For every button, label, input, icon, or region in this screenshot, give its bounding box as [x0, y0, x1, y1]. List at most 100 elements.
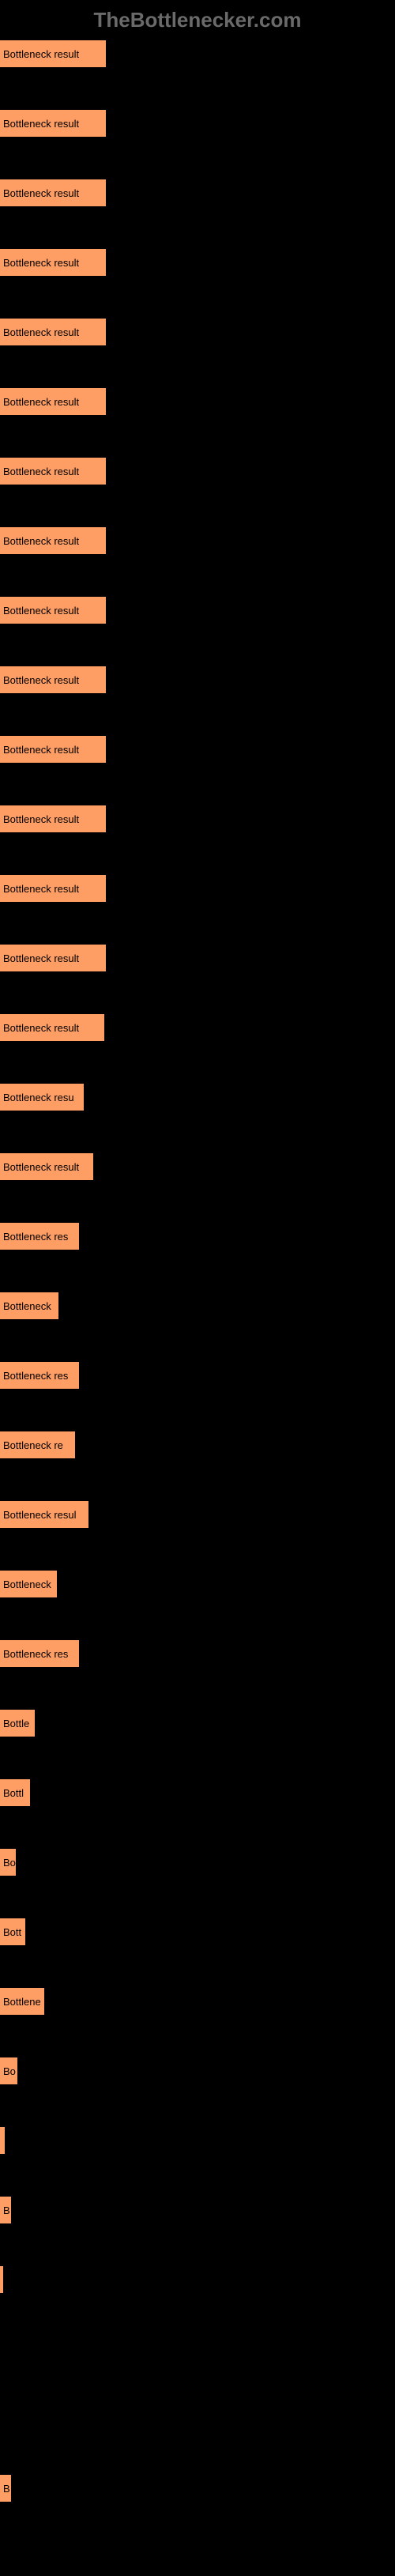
bar-row: Bo: [0, 2057, 395, 2084]
bar-label: Bottleneck result: [3, 1022, 79, 1034]
bar-label: Bottleneck: [3, 1300, 51, 1312]
bar-chart: Bottleneck result Bottleneck result Bottle…: [0, 36, 395, 2576]
chart-bar: Bottleneck re: [0, 1431, 75, 1458]
bar-label: Bottleneck res: [3, 1370, 68, 1382]
chart-bar: Bottleneck res: [0, 1362, 79, 1389]
bar-row: B: [0, 2197, 395, 2223]
bar-label: Bottleneck result: [3, 813, 79, 825]
bar-row: Bottleneck result: [0, 388, 395, 415]
chart-bar: Bottleneck res: [0, 1223, 79, 1250]
chart-bar: Bottleneck result: [0, 388, 106, 415]
bar-label: Bottleneck result: [3, 952, 79, 964]
bar-label: Bottlene: [3, 1996, 41, 2008]
bar-label: Bottleneck result: [3, 396, 79, 408]
bar-row: [0, 2127, 395, 2154]
bar-label: Bo: [3, 1857, 16, 1869]
bar-row: Bottleneck: [0, 1292, 395, 1319]
chart-bar: Bottleneck result: [0, 1014, 104, 1041]
chart-bar: Bottleneck result: [0, 458, 106, 485]
bar-row: Bottleneck result: [0, 736, 395, 763]
bar-label: Bottleneck result: [3, 535, 79, 547]
chart-bar: Bottleneck result: [0, 110, 106, 137]
chart-bar: Bottleneck result: [0, 666, 106, 693]
bar-row: Bottleneck result: [0, 805, 395, 832]
bar-label: Bottleneck result: [3, 674, 79, 686]
bar-label: Bottleneck re: [3, 1439, 63, 1451]
bar-row: [0, 2336, 395, 2363]
bar-label: Bottleneck result: [3, 118, 79, 130]
bar-label: Bottleneck: [3, 1578, 51, 1590]
bar-label: Bo: [3, 2065, 16, 2077]
bar-row: Bottleneck resul: [0, 1501, 395, 1528]
bar-label: Bott: [3, 1926, 21, 1938]
chart-bar: [0, 2127, 5, 2154]
chart-bar: Bottleneck res: [0, 1640, 79, 1667]
bar-label: Bottleneck res: [3, 1231, 68, 1243]
chart-bar: Bottle: [0, 1710, 35, 1737]
bar-row: Bottleneck result: [0, 249, 395, 276]
chart-bar: Bottl: [0, 1779, 30, 1806]
chart-bar: Bo: [0, 1849, 16, 1876]
bar-row: Bottleneck: [0, 1571, 395, 1597]
bar-label: Bottleneck result: [3, 883, 79, 895]
chart-bar: Bottleneck result: [0, 527, 106, 554]
bar-row: Bottleneck res: [0, 1640, 395, 1667]
bar-label: Bottleneck resul: [3, 1509, 77, 1521]
chart-bar: Bottleneck result: [0, 597, 106, 624]
chart-bar: Bottleneck result: [0, 179, 106, 206]
bar-label: Bottleneck res: [3, 1648, 68, 1660]
bar-row: Bottleneck result: [0, 458, 395, 485]
chart-bar: Bottleneck result: [0, 1153, 93, 1180]
site-title: TheBottlenecker.com: [94, 8, 302, 32]
chart-bar: B: [0, 2475, 11, 2502]
bar-row: Bottleneck re: [0, 1431, 395, 1458]
bar-row: Bottleneck result: [0, 1153, 395, 1180]
bar-label: Bottleneck result: [3, 605, 79, 617]
bar-label: Bottleneck result: [3, 48, 79, 60]
chart-bar: Bottleneck result: [0, 40, 106, 67]
bar-row: Bo: [0, 1849, 395, 1876]
chart-bar: Bo: [0, 2057, 17, 2084]
bar-label: Bottleneck result: [3, 744, 79, 756]
chart-bar: Bottleneck result: [0, 875, 106, 902]
chart-bar: Bottleneck: [0, 1571, 57, 1597]
bar-row: Bottleneck result: [0, 319, 395, 345]
chart-bar: Bottleneck result: [0, 249, 106, 276]
chart-bar: Bott: [0, 1918, 25, 1945]
bar-row: Bottleneck result: [0, 597, 395, 624]
bar-row: Bottleneck result: [0, 666, 395, 693]
bar-label: B: [3, 2483, 10, 2495]
chart-bar: Bottleneck: [0, 1292, 58, 1319]
bar-row: Bottleneck result: [0, 179, 395, 206]
bar-row: [0, 2405, 395, 2432]
bar-row: Bottleneck result: [0, 110, 395, 137]
bar-row: B: [0, 2475, 395, 2502]
bar-row: Bottleneck result: [0, 1014, 395, 1041]
bar-row: Bottleneck result: [0, 527, 395, 554]
bar-row: Bottl: [0, 1779, 395, 1806]
chart-bar: Bottleneck resu: [0, 1084, 84, 1111]
chart-bar: Bottleneck resul: [0, 1501, 88, 1528]
chart-bar: B: [0, 2197, 11, 2223]
bar-label: Bottleneck resu: [3, 1092, 74, 1103]
chart-bar: Bottleneck result: [0, 736, 106, 763]
page-header: TheBottlenecker.com: [0, 0, 395, 36]
chart-bar: [0, 2266, 3, 2293]
chart-bar: Bottleneck result: [0, 319, 106, 345]
bar-row: Bott: [0, 1918, 395, 1945]
bar-row: Bottleneck res: [0, 1223, 395, 1250]
bar-row: Bottleneck result: [0, 875, 395, 902]
bar-row: Bottleneck result: [0, 40, 395, 67]
bar-label: Bottleneck result: [3, 466, 79, 477]
bar-label: Bottleneck result: [3, 326, 79, 338]
bar-row: Bottleneck result: [0, 945, 395, 971]
bar-row: [0, 2266, 395, 2293]
chart-bar: Bottlene: [0, 1988, 44, 2015]
bar-label: Bottleneck result: [3, 187, 79, 199]
bar-label: Bottle: [3, 1718, 29, 1729]
bar-label: Bottleneck result: [3, 1161, 79, 1173]
bar-label: Bottleneck result: [3, 257, 79, 269]
chart-bar: Bottleneck result: [0, 805, 106, 832]
bar-row: Bottle: [0, 1710, 395, 1737]
bar-row: Bottleneck resu: [0, 1084, 395, 1111]
